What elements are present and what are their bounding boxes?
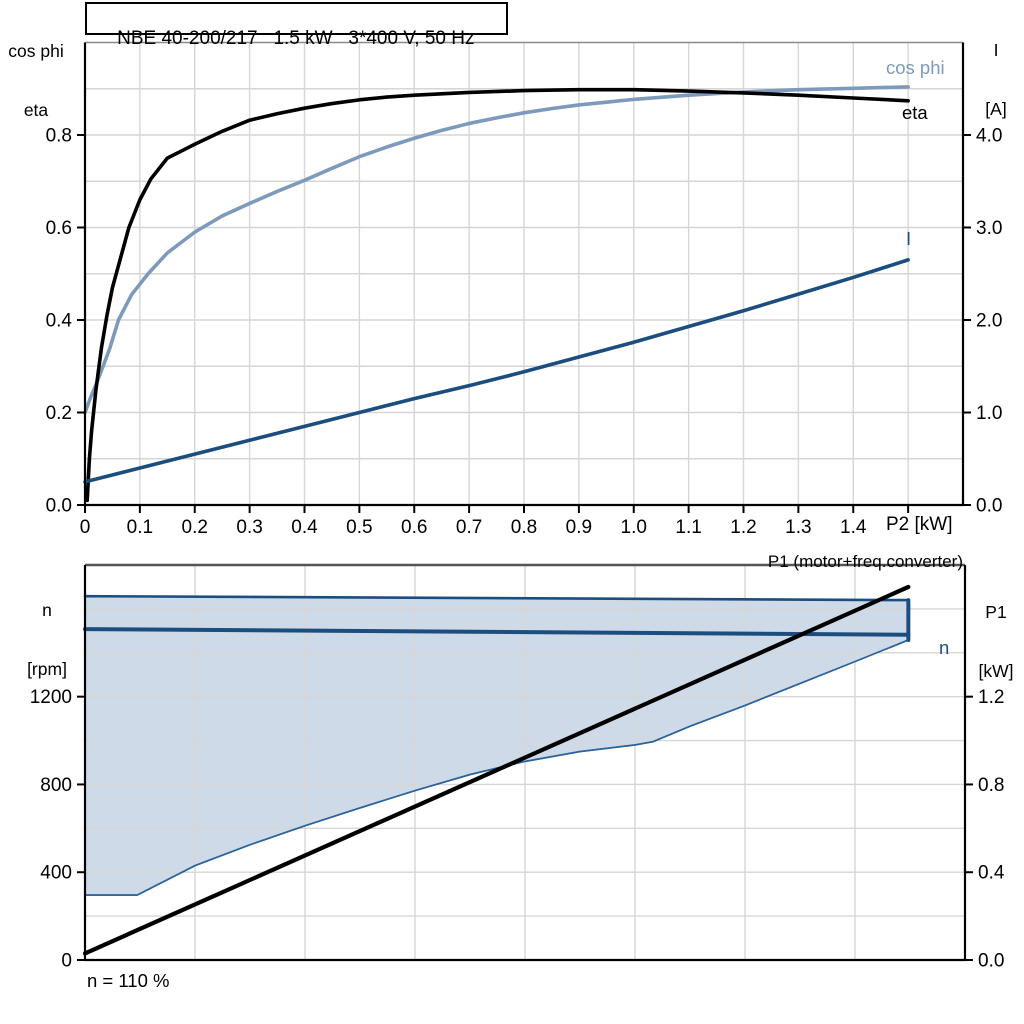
curve-title-text: NBE 40-200/217 1.5 kW 3*400 V, 50 Hz [117,28,475,49]
x-tick-label: 1.1 [675,517,701,538]
y-right-tick-label: 0.0 [978,951,1004,972]
x-tick-label: 0.8 [511,517,537,538]
x-axis-unit-label: P2 [kW] [886,514,953,535]
y-right-tick-label: 0.0 [976,496,1002,517]
y-right-tick-label: 1.2 [978,687,1004,708]
y-left-tick-label: 0.8 [46,126,72,147]
left-axis-title-line2: eta [23,99,49,120]
series-eta [85,87,910,503]
p1-curve-label: P1 (motor+freq.converter) [767,552,963,571]
series-i [83,258,910,484]
bottom-right-axis-title: P1 [kW] [970,564,1022,721]
x-tick-label: 0.4 [291,517,318,538]
left-axis-title-line1: cos phi [8,41,64,62]
speed-curve-label: n [939,637,950,658]
top-left-axis-title: cos phi eta [4,3,68,160]
series-cos-phi [83,85,910,415]
y-left-tick-label: 800 [40,775,72,796]
y-left-tick-label: 1200 [30,687,72,708]
right-axis-title-line1: I [993,40,999,61]
current-curve-label: I [906,228,912,249]
y-left-tick-label: 0 [61,951,72,972]
p1-axis-title-line2: [kW] [978,660,1014,681]
x-tick-label: 0.2 [182,517,208,538]
speed-axis-title-line1: n [42,600,52,621]
series-n-upper-limit [83,594,910,602]
right-axis-title-line2: [A] [985,98,1007,119]
cos-phi-curve-label: cos phi [886,57,945,78]
x-tick-label: 1.4 [840,517,867,538]
speed-limit-annotation: n = 110 % [87,970,170,991]
y-left-tick-label: 0.6 [46,218,72,239]
speed-envelope-fill [85,596,909,896]
x-tick-label: 0 [80,517,91,538]
series-n-lower-limit [84,639,910,896]
eta-curve-label: eta [902,102,928,123]
y-left-tick-label: 0.0 [46,496,72,517]
x-tick-label: 0.7 [456,517,482,538]
x-tick-label: 1.3 [785,517,811,538]
top-right-axis-title: I [A] [972,2,1020,159]
y-right-tick-label: 1.0 [976,403,1002,424]
speed-axis-title-line2: [rpm] [27,658,67,679]
y-left-tick-label: 400 [40,863,72,884]
x-tick-label: 0.6 [401,517,427,538]
y-left-tick-label: 0.4 [46,311,73,332]
curve-title-box: NBE 40-200/217 1.5 kW 3*400 V, 50 Hz [85,2,508,49]
y-right-tick-label: 0.8 [978,775,1004,796]
series-p1-motor-freq-converter- [82,584,911,956]
p1-axis-title-line1: P1 [985,602,1007,623]
series-n [83,627,911,637]
x-tick-label: 1.2 [730,517,756,538]
bottom-left-axis-title: n [rpm] [16,562,78,719]
y-right-tick-label: 2.0 [976,311,1002,332]
x-tick-label: 0.9 [566,517,592,538]
y-right-tick-label: 0.4 [978,863,1005,884]
y-right-tick-label: 4.0 [976,126,1002,147]
x-tick-label: 0.3 [236,517,262,538]
x-tick-label: 0.1 [127,517,153,538]
x-tick-label: 0.5 [346,517,372,538]
x-tick-label: 1.0 [621,517,647,538]
y-left-tick-label: 0.2 [46,403,72,424]
y-right-tick-label: 3.0 [976,218,1002,239]
